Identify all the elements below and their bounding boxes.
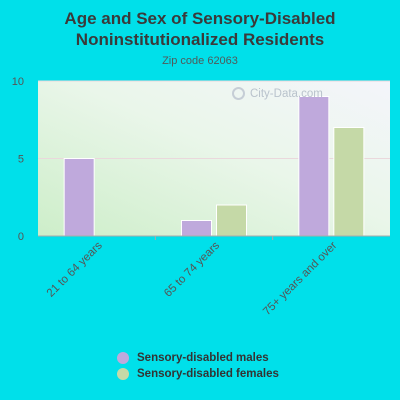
- y-tick-label: 10: [12, 76, 24, 88]
- x-tick-label: 21 to 64 years: [45, 239, 105, 299]
- bar-females-3: [333, 127, 365, 237]
- x-tick-label: 75+ years and over: [261, 240, 339, 318]
- chart-title-line1: Age and Sex of Sensory-Disabled: [64, 9, 336, 28]
- chart-title-line2: Noninstitutionalized Residents: [75, 30, 325, 49]
- watermark: City-Data.com: [232, 87, 323, 100]
- legend-swatch-males: [117, 352, 129, 364]
- magnifier-icon: [232, 87, 245, 100]
- bar-males-3: [298, 96, 330, 237]
- legend-label-females: Sensory-disabled females: [137, 368, 279, 380]
- legend: Sensory-disabled males Sensory-disabled …: [117, 350, 279, 382]
- legend-swatch-females: [117, 368, 129, 380]
- chart-title: Age and Sex of Sensory-Disabled Noninsti…: [0, 8, 400, 50]
- chart-subtitle: Zip code 62063: [162, 55, 238, 67]
- bar-males-2: [181, 220, 212, 237]
- legend-item-males: Sensory-disabled males: [117, 350, 279, 366]
- bar-females-2: [216, 204, 247, 237]
- legend-label-males: Sensory-disabled males: [137, 352, 269, 364]
- y-tick-label: 0: [18, 231, 24, 243]
- watermark-text: City-Data.com: [250, 87, 323, 100]
- x-tick-label: 65 to 74 years: [162, 239, 222, 299]
- y-tick-label: 5: [18, 154, 24, 166]
- bar-males-1: [63, 158, 95, 237]
- legend-item-females: Sensory-disabled females: [117, 366, 279, 382]
